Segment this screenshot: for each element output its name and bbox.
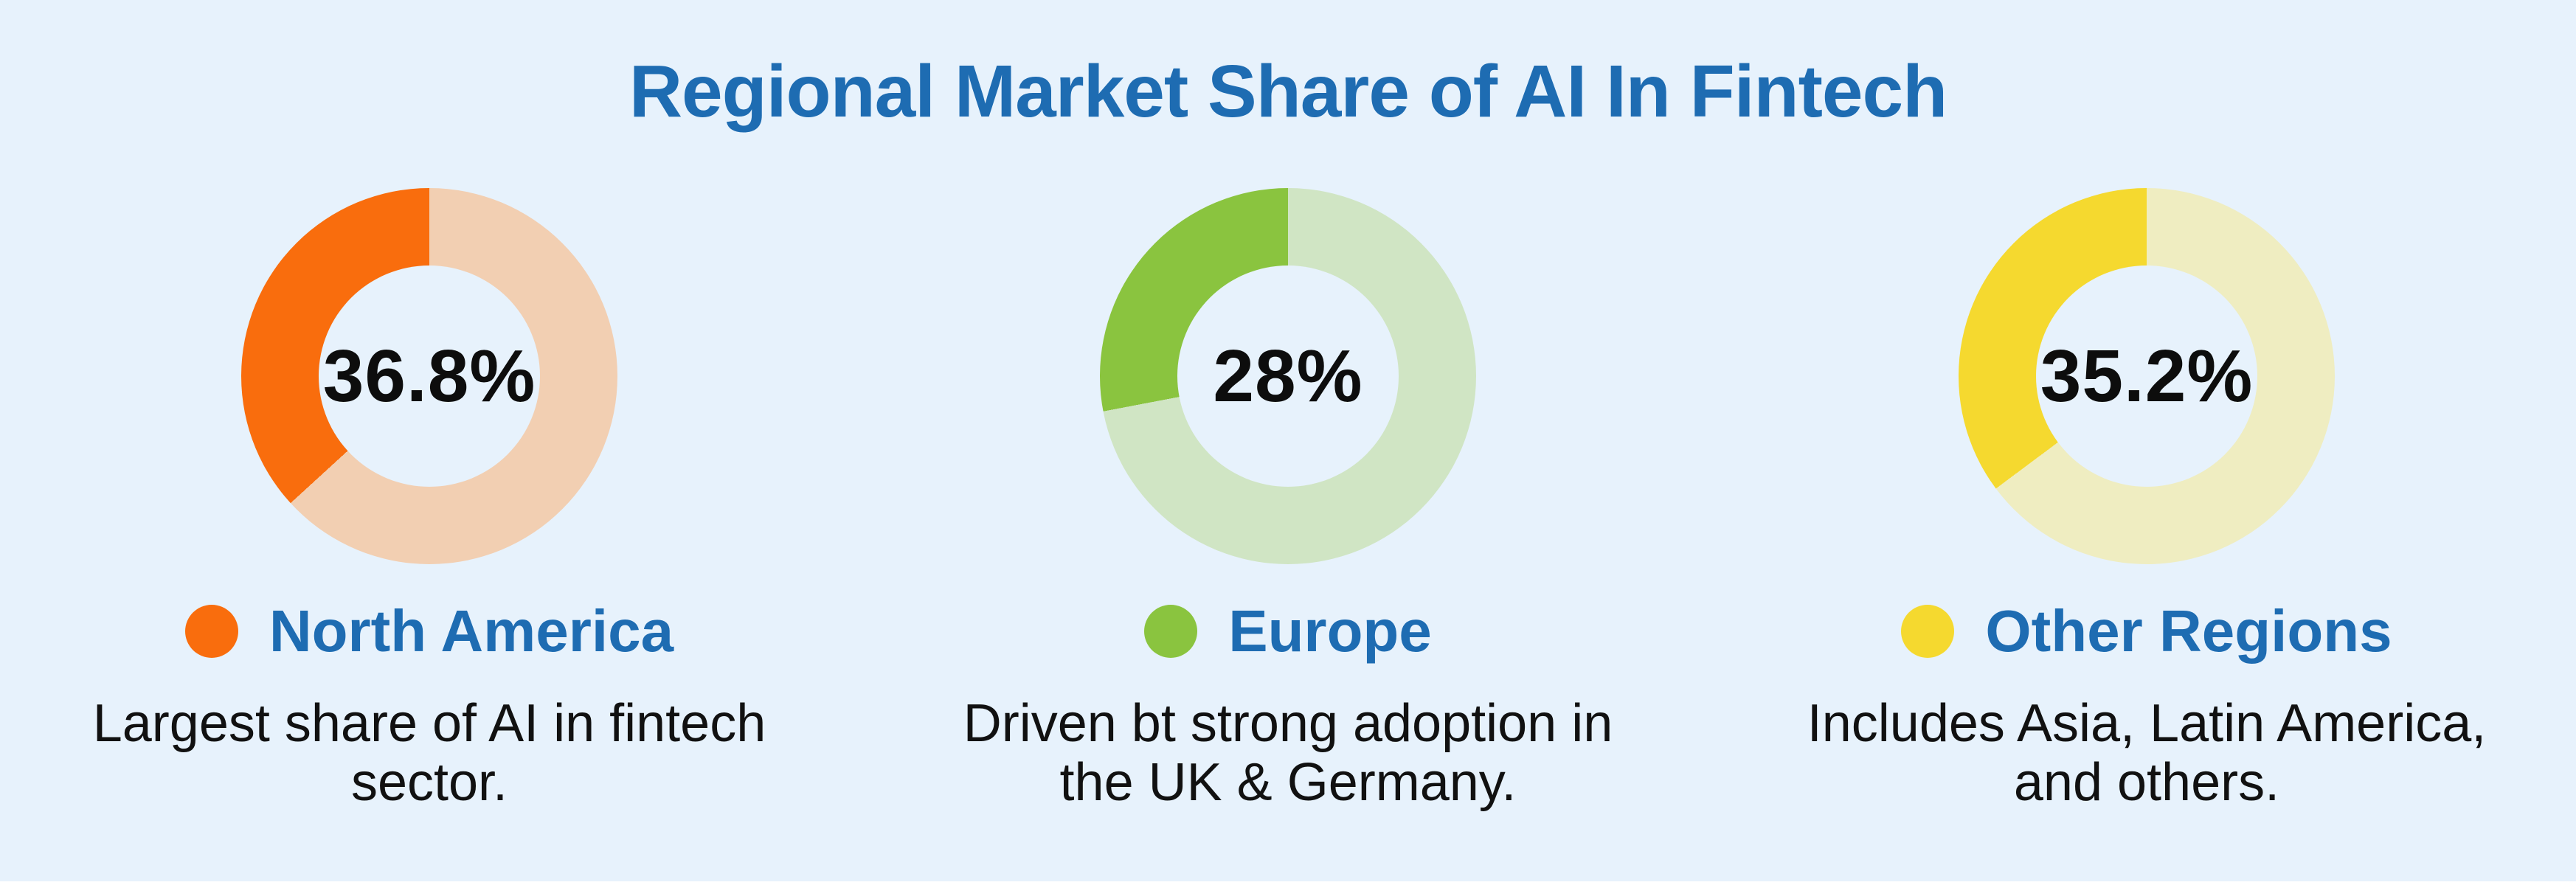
percent-label-north-america: 36.8% — [322, 334, 536, 417]
description-line: Includes Asia, Latin America, — [1807, 694, 2487, 753]
donut-hole-north-america: 36.8% — [319, 266, 540, 487]
donut-hole-other-regions: 35.2% — [2036, 266, 2257, 487]
description-other-regions: Includes Asia, Latin America, and others… — [1807, 694, 2487, 812]
legend-dot-icon-europe — [1144, 605, 1198, 658]
legend-dot-icon-north-america — [184, 605, 238, 658]
legend-label-north-america: North America — [269, 598, 674, 664]
description-europe: Driven bt strong adoption in the UK & Ge… — [963, 694, 1613, 812]
page-title: Regional Market Share of AI In Fintech — [629, 50, 1947, 133]
donut-charts-row: 36.8% North America Largest share of AI … — [0, 188, 2576, 812]
donut-chart-north-america: 36.8% — [241, 188, 617, 564]
legend-europe: Europe — [1144, 601, 1432, 662]
description-line: Largest share of AI in fintech — [92, 694, 766, 753]
description-line: and others. — [2013, 753, 2280, 812]
legend-label-other-regions: Other Regions — [1985, 598, 2392, 664]
description-north-america: Largest share of AI in fintech sector. — [93, 694, 766, 812]
column-europe: 28% Europe Driven bt strong adoption in … — [859, 188, 1717, 812]
legend-dot-icon-other-regions — [1901, 605, 1955, 658]
description-line: Driven bt strong adoption in — [963, 694, 1613, 753]
percent-label-europe: 28% — [1213, 334, 1363, 417]
donut-chart-europe: 28% — [1100, 188, 1476, 564]
donut-hole-europe: 28% — [1177, 266, 1399, 487]
legend-north-america: North America — [184, 598, 674, 664]
column-north-america: 36.8% North America Largest share of AI … — [0, 188, 859, 812]
legend-other-regions: Other Regions — [1901, 601, 2392, 662]
description-line: the UK & Germany. — [1059, 753, 1517, 812]
description-line: sector. — [350, 753, 508, 812]
donut-chart-other-regions: 35.2% — [1959, 188, 2335, 564]
column-other-regions: 35.2% Other Regions Includes Asia, Latin… — [1717, 188, 2576, 812]
percent-label-other-regions: 35.2% — [2040, 334, 2254, 417]
legend-label-europe: Europe — [1228, 598, 1432, 664]
